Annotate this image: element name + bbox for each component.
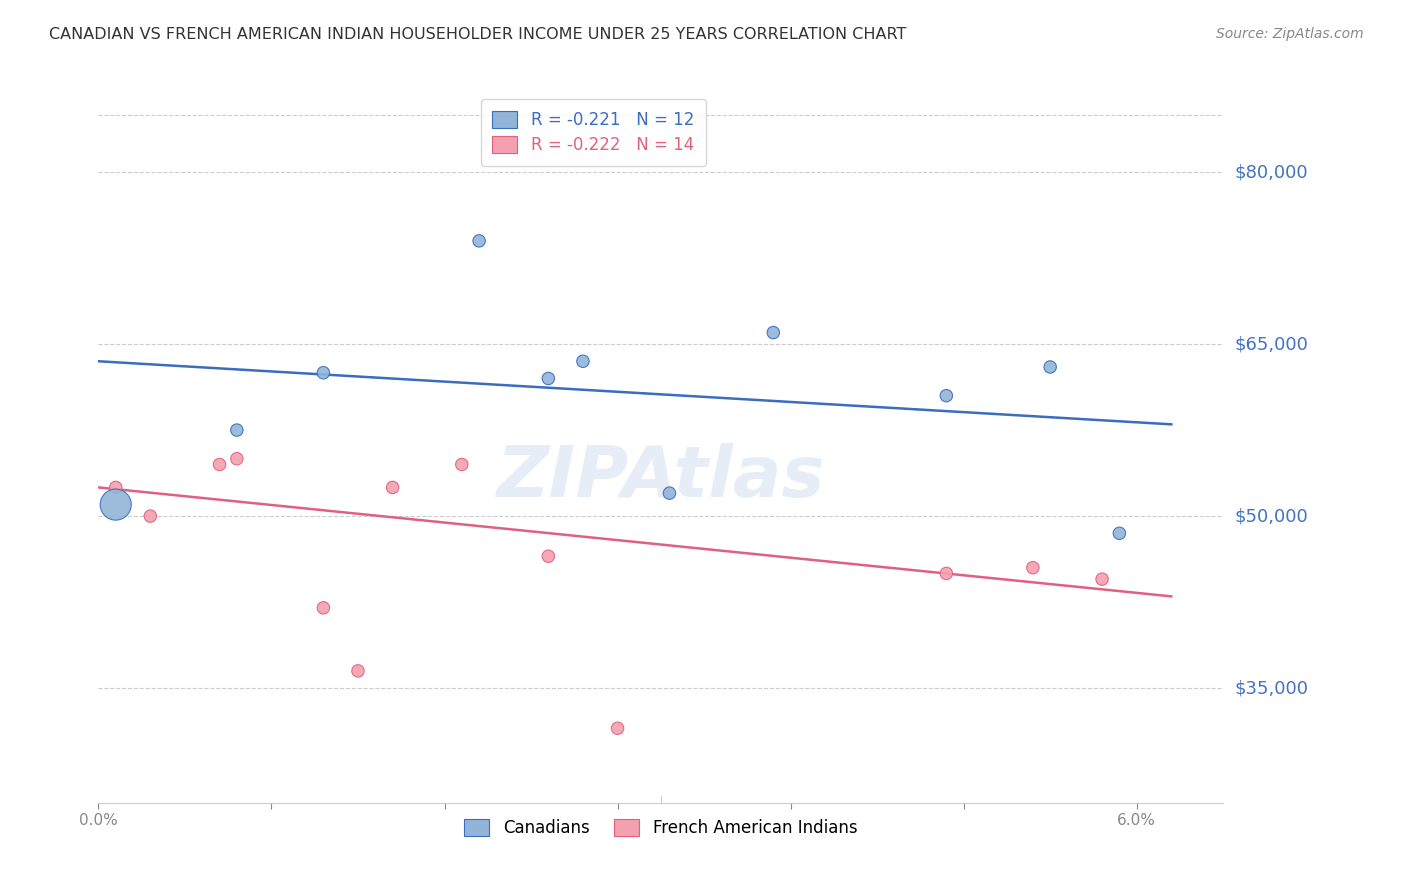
Point (762, 326, 785, 340)
Text: $50,000: $50,000 (1234, 507, 1308, 525)
Point (381, 480, 404, 494)
Point (468, 234, 491, 248)
Point (537, 371, 560, 385)
Point (658, 486, 681, 500)
Point (104, 480, 127, 494)
Point (450, 458, 472, 472)
Text: Source: ZipAtlas.com: Source: ZipAtlas.com (1216, 27, 1364, 41)
Point (935, 566, 957, 581)
Point (225, 451, 247, 466)
Point (1091, 572, 1114, 586)
Text: $35,000: $35,000 (1234, 679, 1309, 698)
Text: ZIPAtlas: ZIPAtlas (496, 443, 825, 512)
Point (347, 664, 370, 678)
Point (312, 366, 335, 380)
Point (1039, 359, 1062, 374)
Point (935, 389, 957, 403)
Point (537, 549, 560, 564)
Point (606, 721, 628, 735)
Point (312, 600, 335, 615)
Point (139, 509, 162, 524)
Text: $65,000: $65,000 (1234, 335, 1308, 353)
Point (104, 498, 127, 512)
Point (572, 354, 595, 368)
Point (208, 458, 231, 472)
Text: CANADIAN VS FRENCH AMERICAN INDIAN HOUSEHOLDER INCOME UNDER 25 YEARS CORRELATION: CANADIAN VS FRENCH AMERICAN INDIAN HOUSE… (49, 27, 907, 42)
Legend: Canadians, French American Indians: Canadians, French American Indians (453, 807, 869, 848)
Point (1108, 526, 1130, 541)
Point (1022, 560, 1045, 574)
Point (225, 423, 247, 437)
Text: $80,000: $80,000 (1234, 163, 1308, 181)
